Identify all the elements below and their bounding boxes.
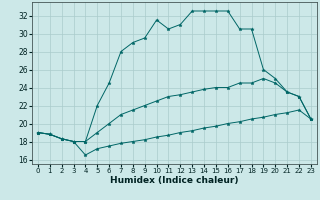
- X-axis label: Humidex (Indice chaleur): Humidex (Indice chaleur): [110, 176, 239, 185]
